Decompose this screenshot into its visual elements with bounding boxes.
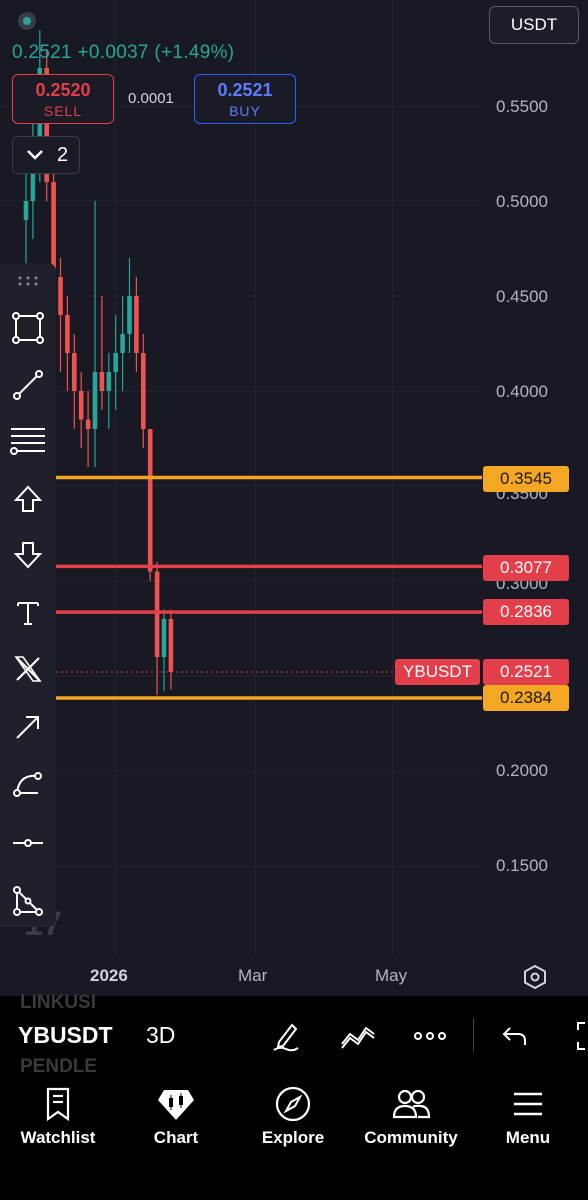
candle: [113, 315, 118, 410]
nav-watchlist[interactable]: Watchlist: [3, 1084, 113, 1148]
chart-grid: [0, 0, 480, 955]
price-axis-label: 0.1500: [496, 856, 548, 875]
candle: [72, 334, 77, 429]
candle: [58, 258, 63, 372]
price-axis-label: 0.5000: [496, 192, 548, 211]
nav-explore[interactable]: Explore: [238, 1084, 348, 1148]
candle: [120, 296, 125, 391]
nav-label: Menu: [505, 1128, 551, 1147]
candle: [65, 296, 70, 391]
horizontal-levels: [56, 475, 482, 700]
indicators-icon[interactable]: [340, 1018, 376, 1054]
fullscreen-icon[interactable]: [566, 1018, 588, 1054]
level-tag[interactable]: 0.3545: [483, 466, 569, 492]
draw-pen-icon[interactable]: [268, 1018, 304, 1054]
market-status-icon: [18, 12, 36, 30]
price-axis-label: 0.2000: [496, 761, 548, 780]
sell-label: SELL: [43, 103, 83, 119]
chart-settings-icon[interactable]: [522, 964, 548, 990]
candle: [127, 258, 132, 353]
level-tag[interactable]: 0.2836: [483, 599, 569, 625]
symbol-bar: [0, 996, 588, 1076]
indicator-count: 2: [57, 143, 69, 166]
time-axis-label: Mar: [238, 966, 268, 985]
nav-label: Community: [364, 1128, 458, 1147]
buy-button[interactable]: 0.2521 BUY: [194, 74, 296, 124]
candle: [161, 609, 167, 692]
candle: [99, 296, 105, 410]
bottom-navigation: [0, 1076, 588, 1200]
chart-area[interactable]: 17 0.5500 0.5000 0.4500 0.4000 0.3500 0.…: [0, 0, 588, 1000]
level-tag[interactable]: 0.2384: [483, 685, 569, 711]
x-post-icon[interactable]: [8, 649, 48, 689]
nav-label: Chart: [153, 1128, 199, 1147]
price-axis-label: 0.4500: [496, 287, 548, 306]
current-ticker-tag: YBUSDT: [395, 659, 480, 685]
candle: [141, 334, 146, 448]
trend-line-icon[interactable]: [8, 365, 48, 405]
candle: [85, 391, 91, 467]
price-change: 0.2521 +0.0037 (+1.49%): [12, 42, 235, 63]
candle: [168, 609, 174, 690]
previous-symbol[interactable]: LINKUSI: [20, 992, 96, 1013]
divider: [473, 1018, 474, 1052]
chart-icon: [121, 1084, 231, 1124]
bookmark-icon: [3, 1084, 113, 1124]
candle: [44, 49, 49, 201]
arrow-tool-icon[interactable]: [8, 707, 48, 747]
undo-icon[interactable]: [497, 1018, 533, 1054]
people-icon: [356, 1084, 466, 1124]
next-symbol[interactable]: PENDLE: [20, 1056, 98, 1077]
horizontal-line-icon[interactable]: [8, 823, 48, 863]
curve-tool-icon[interactable]: [8, 763, 48, 803]
sell-price: 0.2520: [35, 80, 91, 100]
chevron-down-icon: [27, 150, 43, 160]
triangle-tool-icon[interactable]: [8, 881, 48, 921]
sell-button[interactable]: 0.2520 SELL: [12, 74, 114, 124]
interval-selector[interactable]: 3D: [146, 1022, 176, 1048]
fib-retracement-icon[interactable]: [8, 421, 48, 461]
current-price-tag: 0.2521: [483, 659, 569, 685]
candle: [154, 562, 160, 695]
candle: [78, 372, 84, 448]
drawing-toolbar: [0, 263, 56, 927]
price-axis-label: 0.5500: [496, 97, 548, 116]
currency-selector[interactable]: USDT: [489, 6, 579, 44]
buy-label: BUY: [229, 103, 261, 119]
nav-community[interactable]: Community: [356, 1084, 466, 1148]
arrow-down-icon[interactable]: [8, 535, 48, 575]
more-icon[interactable]: [412, 1018, 448, 1054]
nav-chart[interactable]: Chart: [121, 1084, 231, 1148]
hamburger-icon: [473, 1084, 583, 1124]
candle: [106, 353, 112, 429]
nav-menu[interactable]: Menu: [473, 1084, 583, 1148]
time-axis-label: 2026: [90, 966, 128, 985]
spread-value: 0.0001: [128, 90, 174, 107]
candle: [147, 429, 153, 581]
rectangle-tool-icon[interactable]: [8, 308, 48, 348]
collapse-indicators-button[interactable]: 2: [12, 136, 80, 174]
nav-label: Watchlist: [20, 1128, 96, 1147]
symbol-selector[interactable]: YBUSDT: [18, 1022, 113, 1048]
nav-label: Explore: [261, 1128, 325, 1147]
arrow-up-icon[interactable]: [8, 479, 48, 519]
buy-price: 0.2521: [217, 80, 273, 100]
time-axis-label: May: [375, 966, 408, 985]
price-axis-label: 0.4000: [496, 382, 548, 401]
level-tag[interactable]: 0.3077: [483, 555, 569, 581]
candle: [92, 201, 98, 467]
compass-icon: [238, 1084, 348, 1124]
candle: [134, 277, 139, 372]
text-tool-icon[interactable]: [8, 593, 48, 633]
drag-handle-icon[interactable]: [8, 263, 48, 299]
